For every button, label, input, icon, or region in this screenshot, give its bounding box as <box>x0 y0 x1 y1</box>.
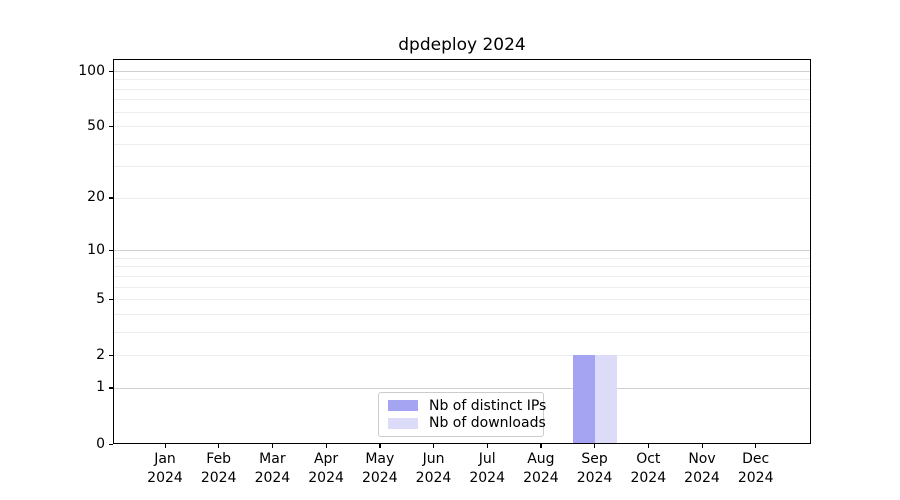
x-tick-label: Feb 2024 <box>200 451 237 486</box>
minor-gridline <box>114 286 810 288</box>
legend-item-distinct-ips: Nb of distinct IPs <box>388 398 546 414</box>
x-tick-mark <box>379 443 381 448</box>
y-tick-label: 50 <box>87 117 105 134</box>
minor-gridline <box>114 266 810 268</box>
x-tick-label: Jun 2024 <box>415 451 452 486</box>
legend-item-downloads: Nb of downloads <box>388 415 546 431</box>
y-tick-label: 20 <box>87 189 105 206</box>
bar-nb-of-distinct-ips <box>572 355 595 443</box>
x-tick-label: Mar 2024 <box>254 451 291 486</box>
legend: Nb of distinct IPs Nb of downloads <box>378 392 546 437</box>
x-tick-mark <box>486 443 488 448</box>
minor-gridline <box>114 331 810 333</box>
minor-gridline <box>114 299 810 301</box>
y-tick-mark <box>109 354 113 356</box>
y-tick-label: 0 <box>96 435 105 452</box>
x-tick-label: Oct 2024 <box>630 451 667 486</box>
x-tick-label: Dec 2024 <box>737 451 774 486</box>
minor-gridline <box>114 79 810 81</box>
y-tick-mark <box>109 387 113 389</box>
x-tick-mark <box>594 443 596 448</box>
x-tick-mark <box>701 443 703 448</box>
x-tick-mark <box>325 443 327 448</box>
minor-gridline <box>114 257 810 259</box>
x-tick-label: Apr 2024 <box>308 451 344 486</box>
x-tick-label: May 2024 <box>361 451 398 486</box>
x-tick-label: Jul 2024 <box>469 451 505 486</box>
x-tick-label: Jan 2024 <box>147 451 183 486</box>
minor-gridline <box>114 111 810 113</box>
y-tick-mark <box>109 443 113 445</box>
x-tick-mark <box>164 443 166 448</box>
x-tick-label: Nov 2024 <box>684 451 720 486</box>
x-tick-mark <box>433 443 435 448</box>
y-tick-label: 2 <box>96 346 105 363</box>
minor-gridline <box>114 355 810 357</box>
minor-gridline <box>114 275 810 277</box>
x-tick-label: Aug 2024 <box>523 451 559 486</box>
minor-gridline <box>114 88 810 90</box>
major-gridline <box>114 71 810 72</box>
y-tick-label: 100 <box>78 62 105 79</box>
y-tick-label: 1 <box>96 379 105 396</box>
y-tick-label: 5 <box>96 290 105 307</box>
y-tick-mark <box>109 197 113 199</box>
y-tick-mark <box>109 125 113 128</box>
x-tick-label: Sep 2024 <box>576 451 613 486</box>
x-tick-mark <box>218 443 220 448</box>
minor-gridline <box>114 197 810 199</box>
minor-gridline <box>114 313 810 315</box>
chart-title: dpdeploy 2024 <box>398 35 526 55</box>
major-gridline <box>114 387 810 389</box>
y-tick-label: 10 <box>87 241 105 258</box>
legend-swatch-downloads-icon <box>388 417 418 429</box>
x-tick-mark <box>647 443 650 448</box>
x-tick-mark <box>755 443 757 448</box>
bar-nb-of-downloads <box>594 355 617 443</box>
minor-gridline <box>114 143 810 145</box>
y-tick-mark <box>109 249 113 251</box>
legend-label-downloads: Nb of downloads <box>429 415 546 432</box>
y-tick-mark <box>109 298 113 300</box>
minor-gridline <box>114 166 810 168</box>
x-tick-mark <box>540 443 542 448</box>
y-tick-mark <box>109 70 113 72</box>
legend-swatch-distinct-ips-icon <box>388 400 418 412</box>
plot-area <box>113 59 811 444</box>
minor-gridline <box>114 99 810 101</box>
x-tick-mark <box>271 443 274 448</box>
legend-label-distinct-ips: Nb of distinct IPs <box>429 397 547 414</box>
major-gridline <box>114 250 810 252</box>
minor-gridline <box>114 126 810 128</box>
